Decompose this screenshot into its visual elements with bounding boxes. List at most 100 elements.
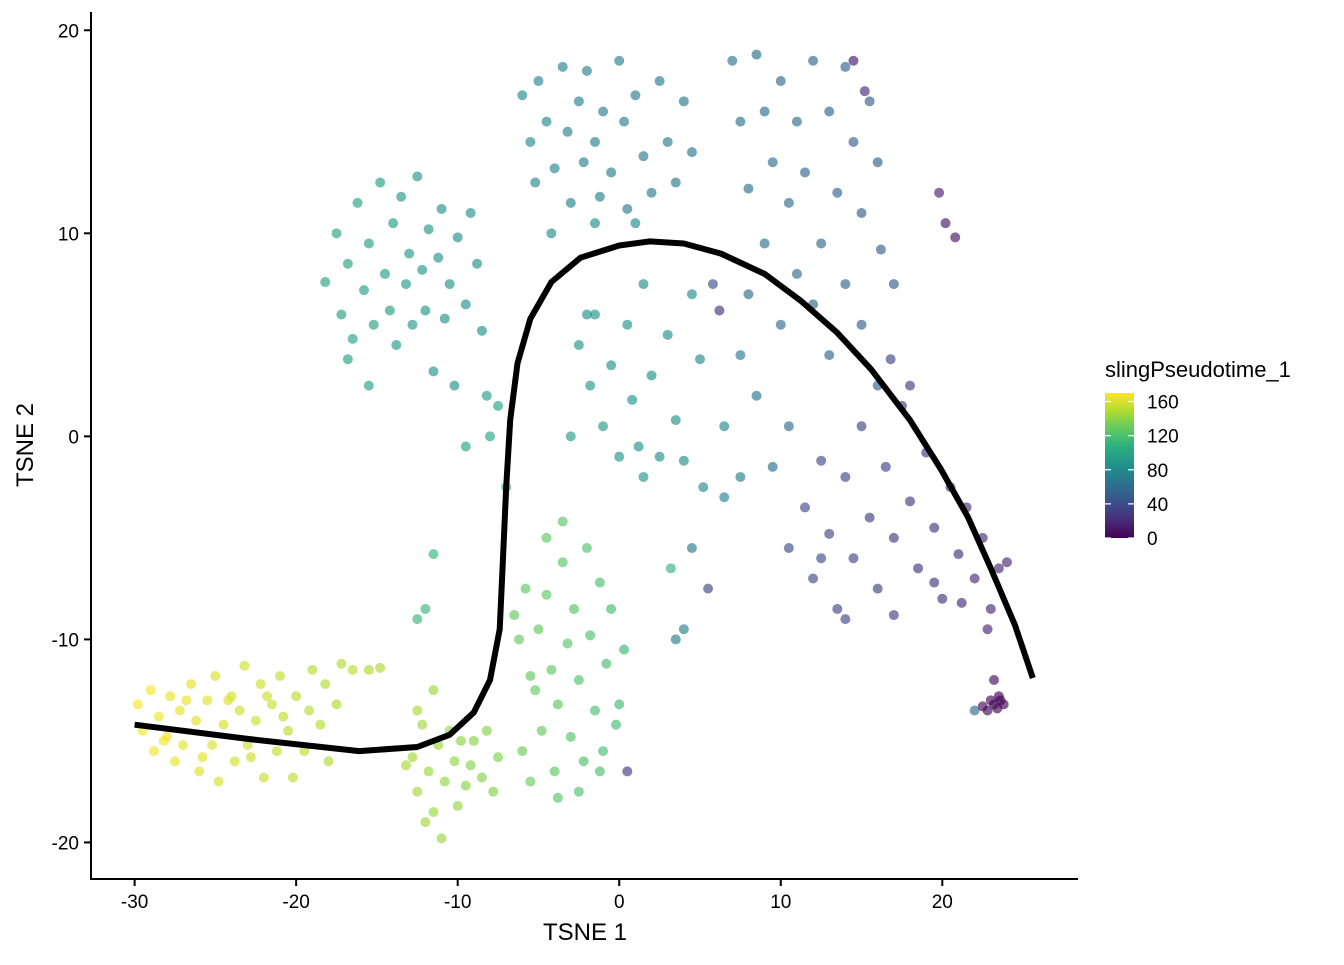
data-point (472, 258, 483, 269)
data-point (514, 634, 525, 645)
data-point (320, 679, 331, 690)
data-point (783, 421, 794, 432)
data-point (239, 660, 250, 671)
legend-colorbar (1105, 393, 1134, 538)
data-point (552, 792, 563, 803)
data-point (840, 614, 851, 625)
data-point (380, 268, 390, 279)
data-point (611, 719, 621, 730)
data-point (791, 268, 802, 279)
data-point (585, 380, 596, 391)
data-point (525, 776, 536, 787)
data-point (428, 366, 439, 377)
data-point (468, 735, 479, 746)
x-tick-label: 0 (614, 892, 625, 913)
y-tick-label: 0 (68, 427, 79, 448)
data-point (145, 685, 156, 696)
data-point (573, 339, 584, 350)
data-point (428, 806, 439, 817)
data-point (449, 380, 460, 391)
data-point (525, 136, 536, 147)
data-point (751, 49, 762, 60)
data-point (455, 735, 466, 746)
data-point (242, 739, 253, 750)
data-point (388, 218, 399, 229)
data-point (436, 203, 447, 214)
data-point (848, 55, 859, 66)
data-point (614, 451, 625, 462)
data-point (678, 96, 689, 107)
data-point (727, 55, 738, 66)
data-point (194, 766, 205, 777)
data-point (594, 766, 605, 777)
data-point (703, 583, 714, 594)
data-point (546, 664, 557, 675)
data-point (816, 238, 827, 249)
data-point (197, 752, 208, 763)
data-point (719, 492, 730, 503)
data-point (578, 756, 589, 767)
data-point (767, 157, 778, 168)
data-point (375, 177, 386, 188)
data-point (743, 289, 754, 300)
data-point (590, 136, 600, 147)
data-point (585, 630, 596, 641)
data-point (678, 455, 689, 466)
data-point (562, 638, 573, 649)
y-tick-label: -10 (52, 630, 79, 651)
data-point (368, 319, 379, 330)
data-point (207, 739, 218, 750)
data-point (536, 725, 547, 736)
data-point (594, 577, 605, 588)
data-point (423, 766, 434, 777)
data-point (719, 421, 730, 432)
data-point (646, 370, 657, 381)
data-point (557, 516, 568, 527)
trajectory-curve (134, 238, 1036, 755)
data-point (271, 746, 282, 757)
data-point (476, 325, 487, 336)
data-point (433, 252, 444, 263)
data-point (541, 116, 552, 127)
data-point (278, 711, 289, 722)
data-point (541, 532, 552, 543)
data-point (347, 664, 358, 675)
data-point (622, 203, 633, 214)
data-point (816, 553, 827, 564)
y-axis-label: TSNE 2 (12, 403, 39, 487)
data-point (714, 305, 725, 316)
data-point (460, 299, 471, 310)
data-point (417, 719, 428, 730)
data-point (565, 197, 576, 208)
data-point (549, 766, 560, 777)
data-point (149, 746, 159, 757)
data-point (250, 715, 261, 726)
data-point (428, 685, 439, 696)
data-point (493, 752, 504, 763)
data-point (824, 350, 835, 361)
data-point (783, 543, 794, 554)
data-point (565, 431, 576, 442)
data-point (856, 421, 867, 432)
y-tick-label: 10 (58, 224, 79, 245)
data-point (533, 76, 544, 87)
data-point (638, 151, 649, 162)
data-point (428, 549, 439, 560)
data-point (336, 658, 347, 669)
data-point (791, 116, 802, 127)
data-point (614, 699, 625, 710)
data-point (420, 603, 431, 614)
data-point (638, 279, 649, 290)
data-point (363, 664, 374, 675)
data-point (989, 675, 999, 686)
data-point (396, 191, 407, 202)
legend-title: slingPseudotime_1 (1105, 357, 1291, 382)
data-point (698, 482, 709, 493)
x-tick-label: -20 (282, 892, 309, 913)
data-point (856, 319, 867, 330)
data-point (465, 760, 476, 771)
data-point (460, 441, 471, 452)
data-point (174, 705, 185, 716)
data-point (449, 756, 460, 767)
legend-tick-label: 120 (1147, 427, 1179, 448)
